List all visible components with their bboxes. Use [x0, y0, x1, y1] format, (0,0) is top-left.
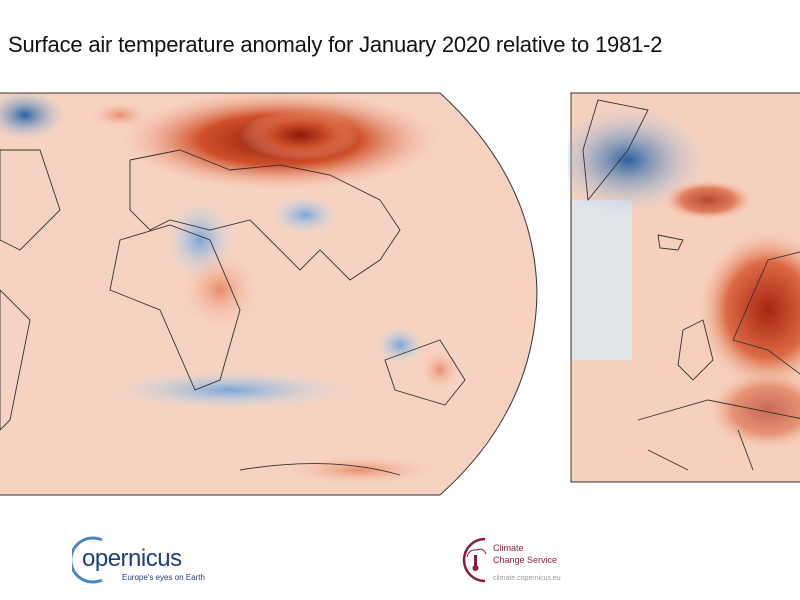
world-anomaly-map [0, 92, 538, 496]
copernicus-logo: opernicus Europe's eyes on Earth [72, 535, 205, 585]
thermometer-cloud-icon [462, 537, 487, 583]
copernicus-arc-icon [72, 536, 103, 584]
c3s-logo: Climate Change Service climate.copernicu… [455, 535, 615, 585]
scandinavia-warm-anomaly [698, 230, 800, 390]
europe-anomaly-map [568, 92, 800, 483]
canada-cold-anomaly [0, 93, 65, 140]
map-title: Surface air temperature anomaly for Janu… [8, 32, 663, 57]
